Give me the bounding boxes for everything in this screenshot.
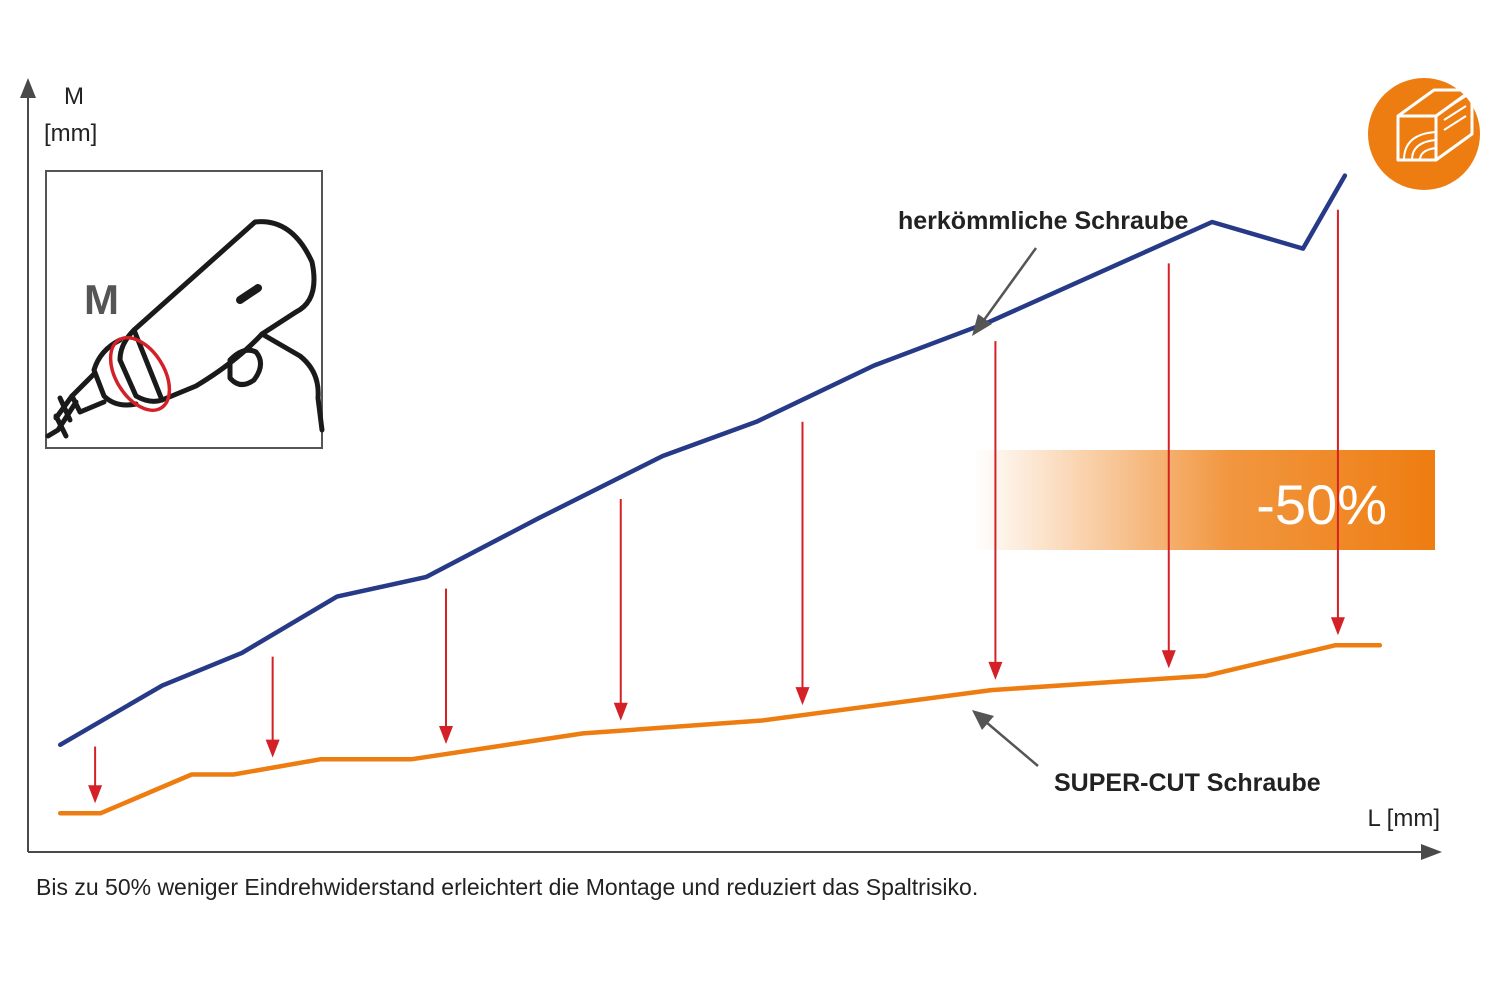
- reduction-arrow-1: [88, 746, 103, 804]
- reduction-arrow-7: [1161, 263, 1176, 669]
- x-axis-arrowhead: [1421, 844, 1442, 860]
- y-axis-symbol: M: [64, 83, 84, 110]
- series-line-super-cut: [57, 643, 1383, 816]
- caption: Bis zu 50% weniger Eindrehwiderstand erl…: [36, 874, 979, 900]
- drill-illustration: M: [45, 170, 325, 449]
- legend-conventional: herkömmliche Schraube: [898, 207, 1188, 336]
- y-axis-arrowhead: [20, 78, 36, 98]
- wood-beam-icon: [1368, 78, 1480, 190]
- y-axis-unit: [mm]: [44, 120, 97, 147]
- x-axis: [28, 844, 1442, 860]
- inset-letter: M: [84, 276, 119, 323]
- inset-frame: [45, 170, 323, 449]
- reduction-arrow-3: [439, 588, 454, 745]
- series-label-super-cut: SUPER-CUT Schraube: [1054, 769, 1321, 797]
- reduction-arrow-8: [1330, 209, 1345, 636]
- x-axis-label: L [mm]: [1368, 805, 1440, 832]
- y-axis: [20, 78, 36, 852]
- reduction-arrows: [88, 209, 1345, 804]
- pointer-arrowhead: [972, 710, 994, 730]
- reduction-arrow-6: [988, 341, 1003, 680]
- reduction-badge-text: -50%: [1256, 473, 1387, 536]
- reduction-badge: -50%: [974, 450, 1435, 550]
- series-label-conventional: herkömmliche Schraube: [898, 207, 1188, 235]
- legend-super-cut: SUPER-CUT Schraube: [972, 710, 1321, 797]
- torque-ring-icon: [108, 336, 172, 412]
- series-line-conventional: [57, 173, 1348, 748]
- pointer-arrowhead: [972, 314, 992, 336]
- reduction-arrow-4: [613, 499, 628, 721]
- reduction-arrow-5: [795, 421, 810, 706]
- reduction-arrow-2: [265, 656, 280, 758]
